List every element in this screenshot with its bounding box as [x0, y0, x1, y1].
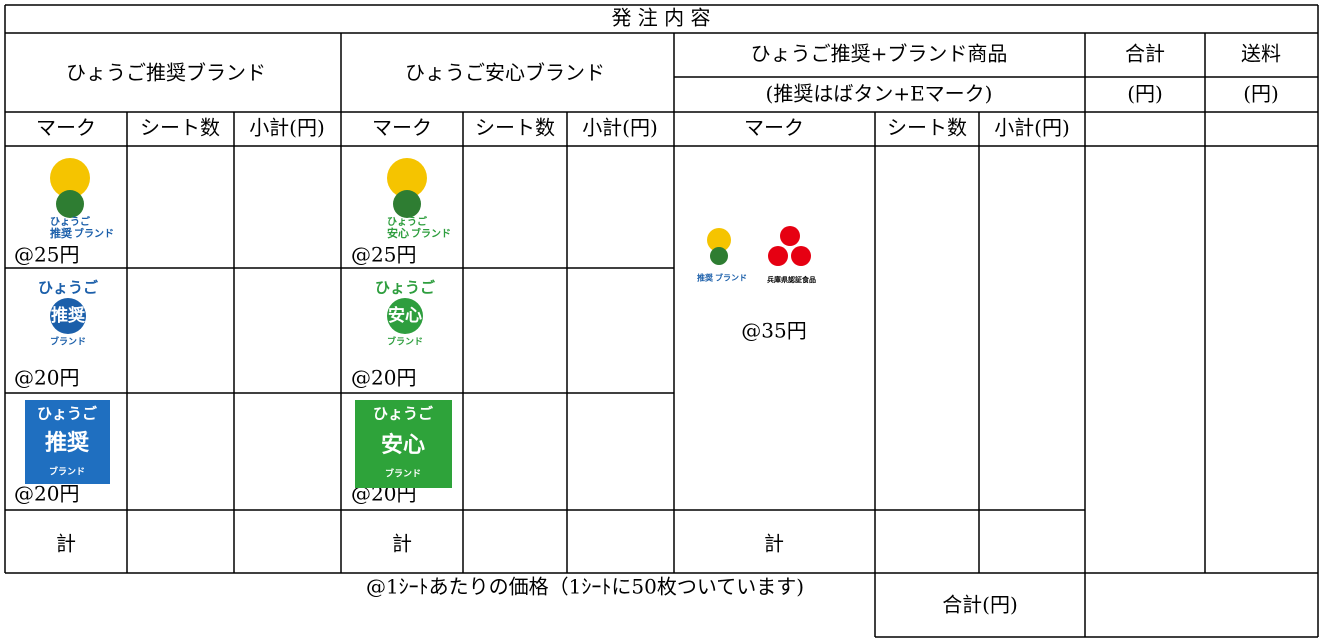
- svg-text:安心: 安心: [381, 432, 425, 458]
- column-header: マーク: [372, 116, 432, 140]
- total-label: 計: [764, 532, 784, 556]
- svg-text:ブランド: ブランド: [387, 336, 423, 348]
- group-note: (円): [1243, 82, 1279, 106]
- column-header: シート数: [475, 116, 555, 140]
- grand-total-label: 合計(円): [942, 593, 1018, 617]
- logo-anshin-text: ひょうご 安心 ブランド: [375, 279, 436, 348]
- price: @35円: [741, 319, 806, 343]
- column-header: マーク: [36, 116, 96, 140]
- logo-suisho-blue: ひょうご 推奨 ブランド: [25, 400, 110, 484]
- svg-text:ひょうご: ひょうご: [387, 215, 428, 228]
- column-header: 小計(円): [582, 116, 658, 140]
- svg-text:推奨: 推奨: [51, 305, 86, 326]
- logo-suisho-mascot: ひょうご 推奨 ブランド: [50, 158, 114, 240]
- price: @25円: [14, 243, 79, 267]
- column-headers: マーク シート数 小計(円) マーク シート数 小計(円) マーク シート数 小計(円): [36, 116, 1070, 140]
- svg-text:兵庫県認証食品: 兵庫県認証食品: [767, 275, 816, 284]
- svg-text:ひょうご: ひょうご: [375, 279, 436, 297]
- group-note: (推奨はばタン+Eマーク): [766, 82, 993, 106]
- svg-text:ブランド: ブランド: [74, 227, 114, 240]
- logo-anshin-green: ひょうご 安心 ブランド: [355, 400, 452, 488]
- title: 発 注 内 容: [611, 6, 710, 30]
- price: @20円: [14, 366, 79, 390]
- table-lines: [4, 4, 1319, 638]
- svg-text:ブランド: ブランド: [49, 466, 85, 478]
- svg-text:ブランド: ブランド: [385, 468, 421, 480]
- total-label: 計: [56, 532, 76, 556]
- svg-text:ブランド: ブランド: [411, 227, 451, 240]
- group-header: ひょうご推奨ブランド: [66, 61, 266, 85]
- svg-text:推奨: 推奨: [50, 226, 73, 240]
- column-header: シート数: [140, 116, 220, 140]
- price: @20円: [14, 482, 79, 506]
- svg-text:ブランド: ブランド: [50, 336, 86, 348]
- svg-text:ひょうご: ひょうご: [38, 279, 99, 297]
- svg-text:安心: 安心: [387, 226, 409, 240]
- column-header: 小計(円): [249, 116, 325, 140]
- svg-text:ひょうご: ひょうご: [373, 405, 434, 423]
- group-header: ひょうご安心ブランド: [405, 61, 605, 85]
- column-header: シート数: [887, 116, 967, 140]
- column-header: マーク: [744, 116, 804, 140]
- price: @20円: [351, 366, 416, 390]
- group-header: 送料: [1241, 42, 1281, 66]
- logo-anshin-mascot: ひょうご 安心 ブランド: [387, 158, 451, 240]
- svg-text:安心: 安心: [388, 305, 422, 326]
- svg-text:ブランド: ブランド: [715, 273, 747, 283]
- svg-text:推奨: 推奨: [45, 431, 90, 456]
- footnote: @1ｼｰﾄあたりの価格（1ｼｰﾄに50枚ついています): [366, 575, 804, 599]
- svg-text:ひょうご: ひょうご: [37, 405, 98, 423]
- column-header: 小計(円): [994, 116, 1070, 140]
- logo-suisho-text: ひょうご 推奨 ブランド: [38, 279, 99, 348]
- svg-text:推奨: 推奨: [697, 273, 714, 283]
- group-header: 合計: [1125, 42, 1165, 66]
- logo-combo: 推奨 ブランド 兵庫県認証食品: [697, 226, 816, 284]
- price: @25円: [351, 243, 416, 267]
- group-header: ひょうご推奨+ブランド商品: [751, 42, 1008, 66]
- total-label: 計: [392, 532, 412, 556]
- svg-text:ひょうご: ひょうご: [50, 215, 91, 228]
- group-note: (円): [1127, 82, 1163, 106]
